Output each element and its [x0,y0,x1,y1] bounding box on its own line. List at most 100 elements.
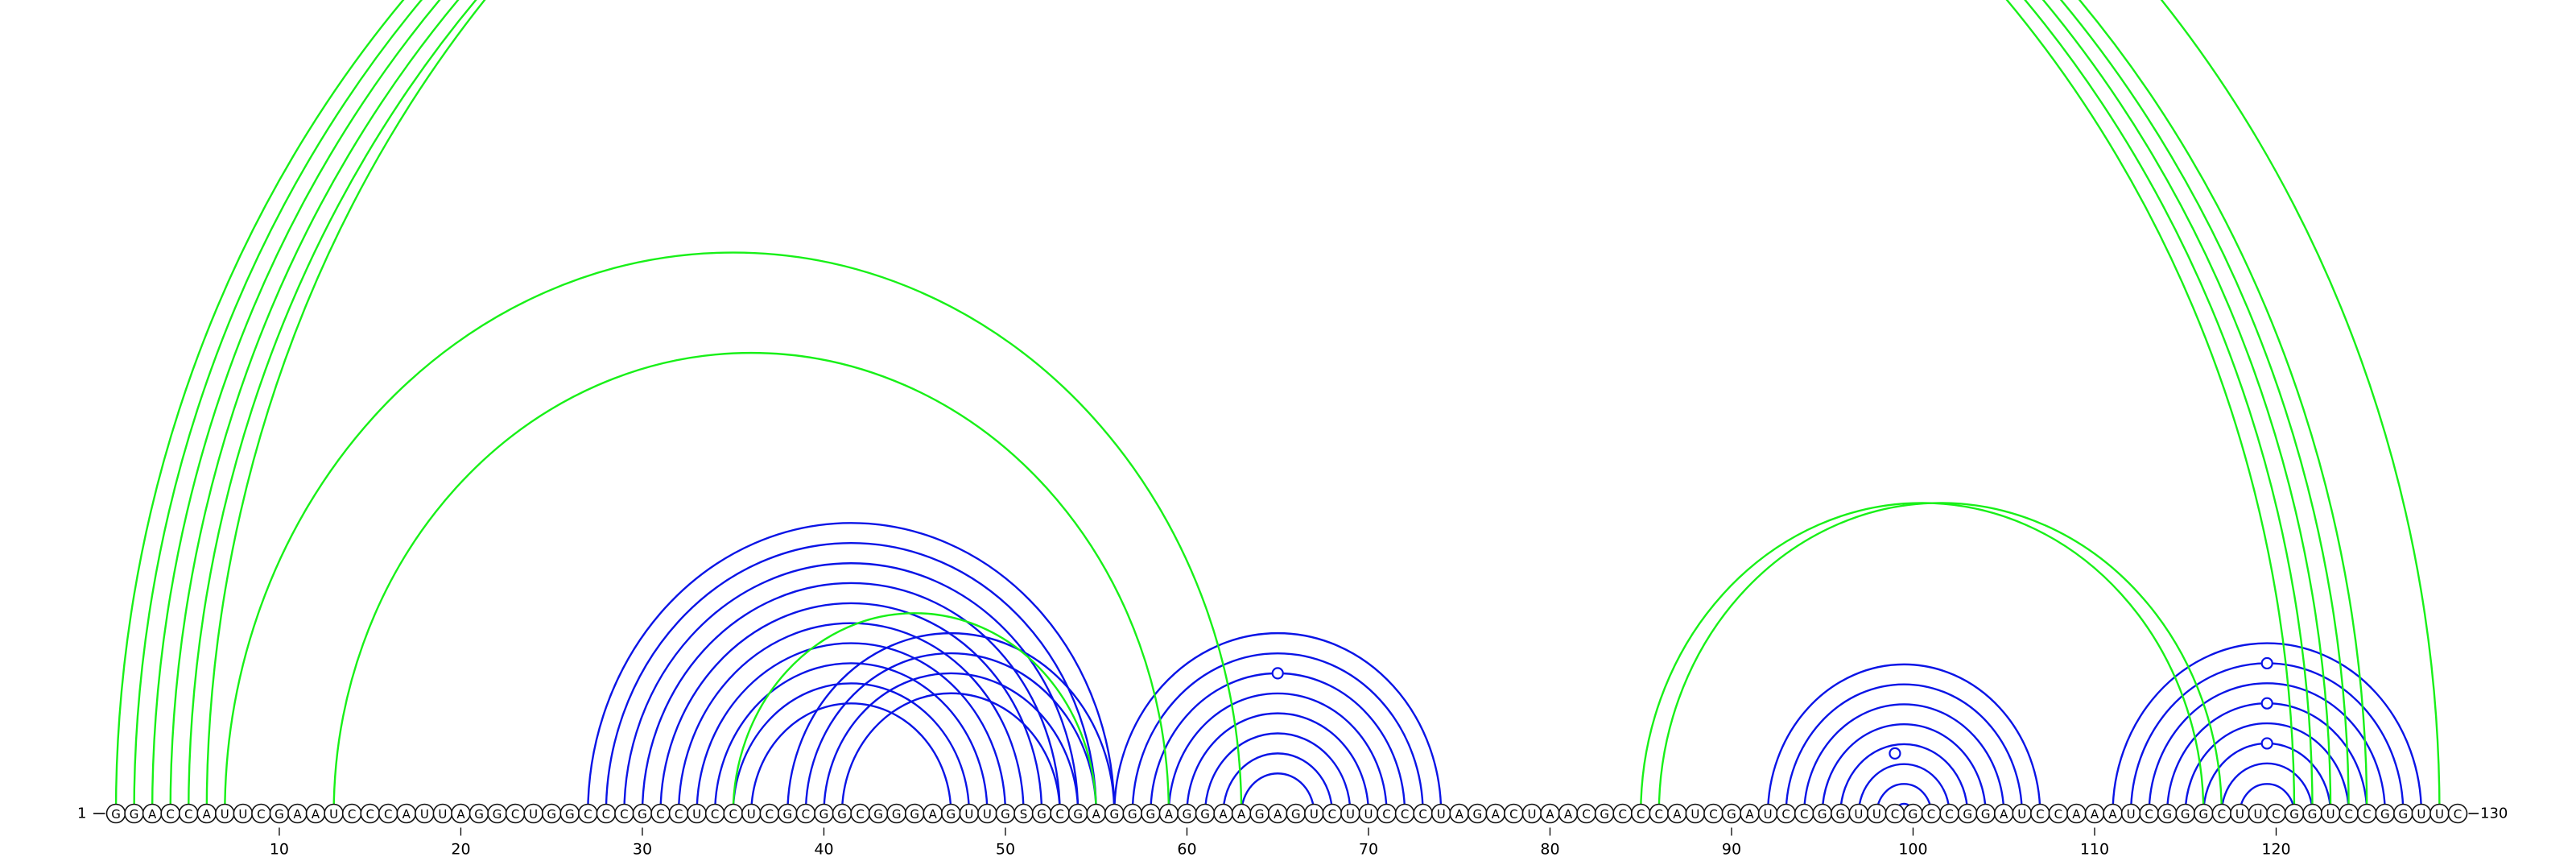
nucleotide-letter: G [130,807,139,822]
green-pair-arc [169,0,2350,814]
nucleotide-letter: A [456,807,465,822]
blue-helix [1785,683,2023,814]
nucleotide-letter: U [529,807,538,822]
nucleotide-letter: C [1055,807,1063,822]
nucleotide: C [759,803,780,824]
nucleotide-letter: G [783,807,793,822]
nucleotide: G [778,803,798,824]
nucleotide-letter: C [1401,807,1409,822]
tick-label: 90 [1722,841,1741,857]
nucleotide: C [2266,803,2286,824]
nucleotide: U [2120,803,2141,824]
nucleotide: G [124,803,144,824]
nucleotide: C [1413,803,1433,824]
nucleotide: G [632,803,653,824]
nucleotide-letter: U [692,807,701,822]
green-pair-arc [151,0,2332,814]
nucleotide-letter: A [1673,807,1682,822]
green-helix [224,251,1243,814]
blue-helix [2220,762,2314,814]
nucleotide-letter: G [910,807,919,822]
nucleotide: C [2211,803,2232,824]
nucleotide: U [1867,803,1887,824]
nucleotide: A [1993,803,2014,824]
nucleotide: C [1630,803,1651,824]
nucleotide: U [741,803,762,824]
nucleotide-letter: G [1255,807,1265,822]
nucleotide-letter: A [2108,807,2117,822]
nucleotide: A [396,803,417,824]
blue-helix [2165,702,2368,814]
nucleotide: U [432,803,453,824]
blue-pair-arc [1222,752,1334,814]
blue-helix [823,672,1080,814]
nucleotide-letter: U [238,807,247,822]
nucleotide: U [2230,803,2250,824]
nucleotide: C [668,803,689,824]
nucleotide: G [1957,803,1978,824]
blue-helix [1186,712,1370,814]
sequence-end-label: 130 [2480,805,2508,822]
nucleotide-letter: U [1854,807,1863,822]
nucleotide: C [795,803,816,824]
nucleotide-letter: A [1165,807,1174,822]
tick-label: 70 [1359,841,1378,857]
nucleotide: A [196,803,217,824]
nucleotide-letter: G [2308,807,2318,822]
nucleotide: U [959,803,980,824]
nucleotide: C [1050,803,1070,824]
nucleotide: C [160,803,180,824]
nucleotide-letter: A [1546,807,1554,822]
nucleotide: C [723,803,744,824]
nucleotide: G [1122,803,1143,824]
blue-pair-arc [587,522,1116,814]
nucleotide-letter: C [2454,807,2462,822]
nucleotide-letter: G [1200,807,1210,822]
nucleotide-letter: C [1709,807,1717,822]
blue-pair-arc [1240,772,1315,814]
nucleotide-letter: G [1037,807,1046,822]
nucleotide: C [1921,803,1942,824]
nucleotide: A [1540,803,1560,824]
nucleotide-letter: G [1472,807,1482,822]
nucleotide: A [2084,803,2105,824]
blue-helix [1167,692,1388,814]
nucleotide: A [1086,803,1107,824]
blue-helix [1113,632,1443,814]
nucleotide-letter: A [402,807,411,822]
nucleotide: G [941,803,961,824]
nucleotide: A [1558,803,1579,824]
nucleotide: U [214,803,235,824]
nucleotide: G [1286,803,1307,824]
green-base-pair-arcs [114,0,2441,814]
nucleotide-letter: C [856,807,864,822]
nucleotide-letter: G [1183,807,1192,822]
nucleotide-letter: C [365,807,374,822]
nucleotide-letter: G [1073,807,1083,822]
green-pair-arc [732,612,1097,814]
nucleotide: U [1430,803,1451,824]
nucleotide-letter: U [2417,807,2425,822]
pair-markers [1271,656,2273,760]
nucleotide-letter: A [1492,807,1501,822]
nucleotide-letter: C [1800,807,1808,822]
blue-helix [641,582,1061,814]
green-pair-arc [332,351,1170,814]
nucleotide: G [1903,803,1923,824]
blue-helix [623,561,1080,814]
nucleotide-letter: C [1945,807,1953,822]
nucleotide-letter: G [474,807,484,822]
blue-pair-arc [1766,663,2041,814]
nucleotide-letter: C [1328,807,1336,822]
nucleotide: C [1612,803,1633,824]
nucleotide-letter: C [729,807,737,822]
nucleotide-letter: C [1509,807,1517,822]
blue-pair-arc [2220,762,2314,814]
nucleotide: G [2393,803,2413,824]
blue-helix [1766,663,2041,814]
nucleotide-letter: U [2235,807,2244,822]
green-helix [114,0,2296,814]
nucleotide: U [2320,803,2341,824]
